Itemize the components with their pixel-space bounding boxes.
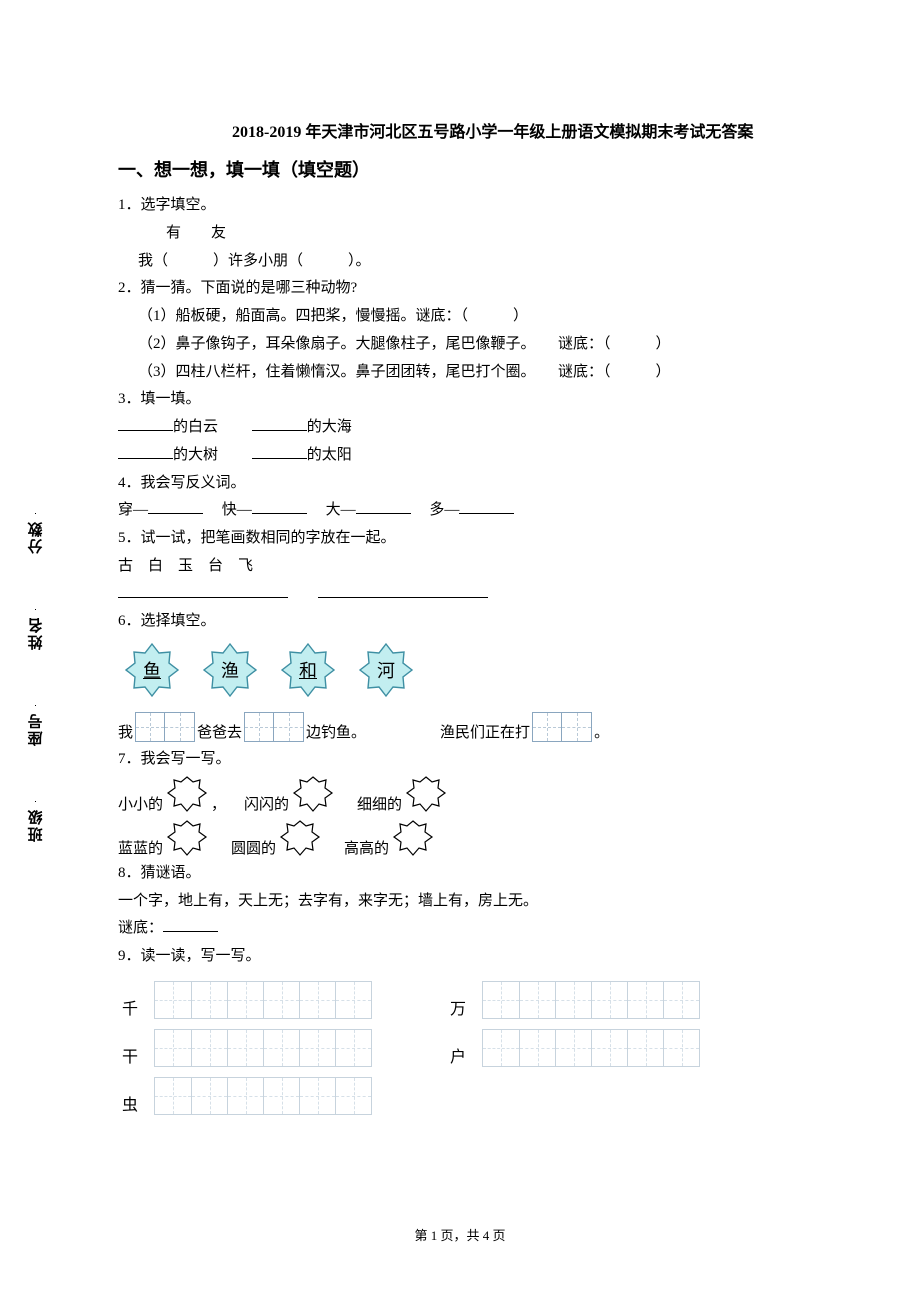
cloud-icon bbox=[291, 774, 335, 814]
q6-stars: 鱼 渔 和 河 bbox=[118, 642, 810, 698]
q2-l1: （1）船板硬，船面高。四把桨，慢慢摇。谜底：（ ） bbox=[118, 303, 810, 331]
q7: 7．我会写一写。 bbox=[118, 746, 810, 774]
cloud-icon bbox=[391, 818, 435, 858]
writing-grid bbox=[482, 981, 700, 1019]
q1-line: 我（ ）许多小朋（ ）。 bbox=[118, 248, 810, 276]
page-footer: 第 1 页，共 4 页 bbox=[0, 1225, 920, 1244]
q7-row2: 蓝蓝的 圆圆的 高高的 bbox=[118, 818, 810, 858]
writing-grid bbox=[154, 1029, 372, 1067]
q8-ans: 谜底： bbox=[118, 915, 810, 943]
star-badge: 鱼 bbox=[124, 642, 180, 698]
q9-row-3: 虫 bbox=[118, 1077, 810, 1115]
q4-pairs: 穿— 快— 大— 多— bbox=[118, 497, 810, 525]
q9: 9．读一读，写一写。 bbox=[118, 943, 810, 971]
q2-l2: （2）鼻子像钩子，耳朵像扇子。大腿像柱子，尾巴像鞭子。 谜底：（ ） bbox=[118, 331, 810, 359]
star-badge: 和 bbox=[280, 642, 336, 698]
q8: 8．猜谜语。 bbox=[118, 860, 810, 888]
page-content: 2018-2019 年天津市河北区五号路小学一年级上册语文模拟期末考试无答案 一… bbox=[0, 0, 920, 1155]
writing-grid bbox=[154, 981, 372, 1019]
cloud-icon bbox=[165, 818, 209, 858]
q2: 2．猜一猜。下面说的是哪三种动物? bbox=[118, 275, 810, 303]
writing-grid bbox=[154, 1077, 372, 1115]
q1: 1．选字填空。 bbox=[118, 192, 810, 220]
cloud-icon bbox=[278, 818, 322, 858]
q5: 5．试一试，把笔画数相同的字放在一起。 bbox=[118, 525, 810, 553]
q3: 3．填一填。 bbox=[118, 386, 810, 414]
q7-row1: 小小的 ， 闪闪的 细细的 bbox=[118, 774, 810, 814]
q5-blanks bbox=[118, 581, 810, 609]
q3-l1: 的白云 的大海 bbox=[118, 414, 810, 442]
doc-title: 2018-2019 年天津市河北区五号路小学一年级上册语文模拟期末考试无答案 bbox=[232, 118, 810, 142]
q8-body: 一个字，地上有，天上无；去字有，来字无；墙上有，房上无。 bbox=[118, 888, 810, 916]
q2-l3: （3）四柱八栏杆，住着懒惰汉。鼻子团团转，尾巴打个圈。 谜底：（ ） bbox=[118, 359, 810, 387]
writing-grid bbox=[482, 1029, 700, 1067]
q9-row-2: 干 户 bbox=[118, 1029, 810, 1067]
star-badge: 渔 bbox=[202, 642, 258, 698]
star-badge: 河 bbox=[358, 642, 414, 698]
section-1-heading: 一、想一想，填一填（填空题） bbox=[118, 156, 810, 182]
q4: 4．我会写反义词。 bbox=[118, 470, 810, 498]
q6: 6．选择填空。 bbox=[118, 608, 810, 636]
q6-line: 我 爸爸去 边钓鱼。 渔民们正在打 。 bbox=[118, 712, 810, 742]
q5-chars: 古 白 玉 台 飞 bbox=[118, 553, 810, 581]
q1-options: 有 友 bbox=[118, 220, 810, 248]
q9-row-1: 千 万 bbox=[118, 981, 810, 1019]
cloud-icon bbox=[404, 774, 448, 814]
q3-l2: 的大树 的太阳 bbox=[118, 442, 810, 470]
cloud-icon bbox=[165, 774, 209, 814]
